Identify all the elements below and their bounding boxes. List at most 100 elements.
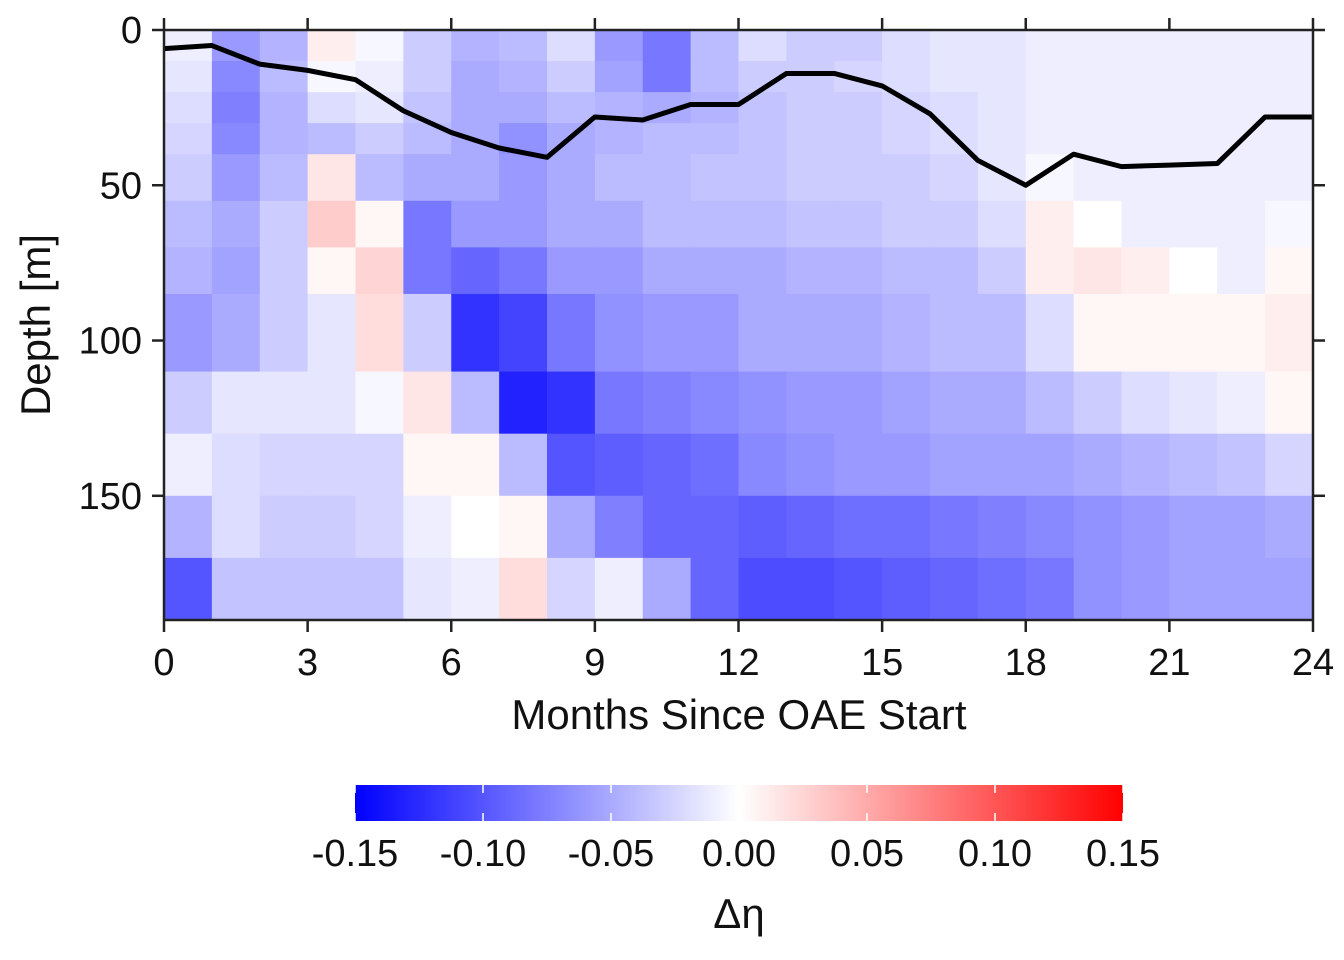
heatmap-cell (882, 371, 931, 435)
heatmap-cell (164, 61, 213, 93)
heatmap-cell (1073, 371, 1123, 435)
heatmap-cell (1265, 433, 1314, 497)
heatmap-cell (1073, 200, 1123, 248)
heatmap-cell (977, 61, 1027, 93)
heatmap-cell (930, 293, 979, 373)
heatmap-cell (690, 495, 740, 559)
heatmap-cell (164, 154, 213, 202)
heatmap-cell (259, 433, 309, 497)
heatmap-cell (786, 30, 835, 62)
heatmap-cell (930, 433, 979, 497)
heatmap-cell (499, 433, 548, 497)
heatmap-cell (977, 495, 1027, 559)
heatmap-cell (642, 200, 692, 248)
heatmap-cell (882, 247, 931, 295)
heatmap-cell (1265, 247, 1314, 295)
heatmap-cell (690, 154, 740, 202)
heatmap-cell (977, 30, 1027, 62)
heatmap-cell (642, 371, 692, 435)
heatmap-cell (1073, 61, 1123, 93)
heatmap-cell (1121, 293, 1170, 373)
heatmap-cell (738, 200, 787, 248)
heatmap-cell (355, 433, 404, 497)
colorbar-ticks: -0.15 -0.10 -0.05 0.00 0.05 0.10 0.15 (312, 785, 1160, 875)
heatmap-cell (499, 61, 548, 93)
heatmap-cell (307, 293, 357, 373)
x-tick-label: 3 (297, 642, 318, 684)
heatmap-cell (738, 247, 787, 295)
heatmap-cell (307, 200, 357, 248)
heatmap-cell (211, 200, 261, 248)
heatmap-cell (499, 247, 548, 295)
heatmap-cell (930, 495, 979, 559)
heatmap-cell (690, 200, 740, 248)
heatmap-cell (786, 495, 835, 559)
heatmap-cell (355, 247, 404, 295)
heatmap-cell (977, 247, 1027, 295)
heatmap-cell (642, 495, 692, 559)
heatmap-cell (690, 557, 740, 621)
heatmap-cell (164, 247, 213, 295)
heatmap-cell (403, 495, 452, 559)
heatmap-cell (1265, 61, 1314, 93)
heatmap-cell (642, 30, 692, 62)
x-tick-label: 24 (1292, 642, 1334, 684)
heatmap-cell (211, 61, 261, 93)
heatmap-cell (642, 247, 692, 295)
x-tick-label: 21 (1148, 642, 1190, 684)
heatmap-cell (164, 371, 213, 435)
heatmap-cell (786, 557, 835, 621)
heatmap-cell (930, 247, 979, 295)
heatmap-cell (834, 200, 883, 248)
heatmap-cell (1121, 154, 1170, 202)
heatmap-cell (355, 495, 404, 559)
heatmap-cell (1169, 495, 1218, 559)
heatmap-cell (547, 30, 596, 62)
heatmap-cell (164, 293, 213, 373)
heatmap-cell (547, 154, 596, 202)
heatmap-cell (1217, 30, 1266, 62)
heatmap-cell (1025, 557, 1075, 621)
heatmap-cell (1025, 293, 1075, 373)
x-tick-label: 9 (584, 642, 605, 684)
heatmap-cell (164, 495, 213, 559)
heatmap-cell (547, 293, 596, 373)
heatmap-cell (1121, 247, 1170, 295)
x-axis-label: Months Since OAE Start (511, 691, 967, 738)
heatmap-cell (977, 154, 1027, 202)
heatmap-cell (1265, 371, 1314, 435)
heatmap-cell (690, 247, 740, 295)
heatmap-cell (642, 61, 692, 93)
heatmap-cell (499, 200, 548, 248)
heatmap-cell (786, 61, 835, 93)
heatmap-cell (1121, 433, 1170, 497)
heatmap-cell (451, 154, 500, 202)
heatmap-cell (738, 495, 787, 559)
heatmap-cell (594, 61, 644, 93)
heatmap-cell (1169, 247, 1218, 295)
heatmap-cell (1073, 92, 1123, 124)
heatmap-cell (1265, 495, 1314, 559)
heatmap-cell (594, 433, 644, 497)
heatmap-cell (1217, 433, 1266, 497)
heatmap-cell (834, 154, 883, 202)
heatmap-cell (738, 154, 787, 202)
heatmap-cell (1217, 557, 1266, 621)
heatmap-cell (547, 61, 596, 93)
heatmap-cell (930, 30, 979, 62)
x-tick-label: 15 (861, 642, 903, 684)
y-tick-label: 100 (79, 321, 142, 363)
heatmap-cell (1217, 200, 1266, 248)
heatmap-cell (164, 123, 213, 155)
heatmap-cell (882, 61, 931, 93)
heatmap-cell (164, 433, 213, 497)
heatmap-cell (307, 154, 357, 202)
heatmap-cell (1265, 123, 1314, 155)
heatmap-cell (259, 247, 309, 295)
heatmap-cell (1217, 247, 1266, 295)
heatmap-cell (211, 123, 261, 155)
heatmap-cell (211, 154, 261, 202)
heatmap-cell (930, 154, 979, 202)
heatmap-cell (307, 92, 357, 124)
y-tick-label: 50 (100, 165, 142, 207)
